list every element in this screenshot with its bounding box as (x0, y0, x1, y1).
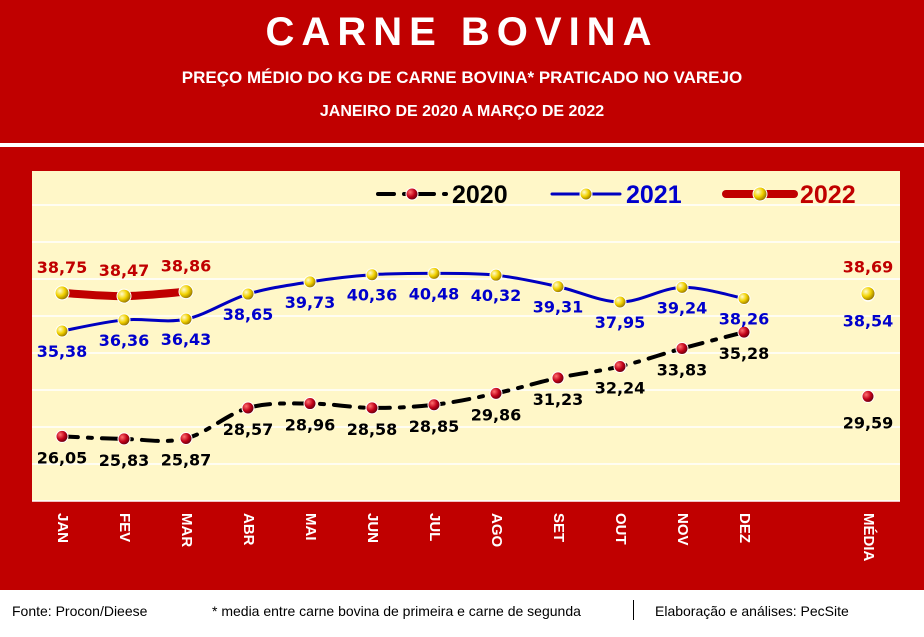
data-label-2020: 28,96 (285, 416, 336, 435)
footer-separator (633, 600, 634, 620)
data-point-2020 (56, 430, 68, 442)
data-label-2020: 33,83 (657, 361, 708, 380)
data-label-2020: 28,85 (409, 417, 460, 436)
data-point-2021 (180, 313, 192, 325)
data-point-2021 (490, 269, 502, 281)
x-tick-label: MAR (178, 513, 195, 547)
chart-frame: 26,05 25,83 25,87 28,57 28,96 28,58 28,85 29,86… (0, 147, 924, 590)
data-point-2020 (614, 360, 626, 372)
data-point-2021 (428, 267, 440, 279)
data-point-2021 (738, 292, 750, 304)
x-tick-label: JUN (364, 513, 381, 543)
data-label-2021: 38,26 (719, 309, 770, 328)
x-tick-label: SET (550, 513, 567, 542)
legend-marker-2022 (753, 187, 767, 201)
data-point-2021 (56, 325, 68, 337)
data-label-2022: 38,86 (161, 257, 212, 276)
chart-title: CARNE BOVINA (0, 10, 924, 55)
data-label-2021: 36,36 (99, 331, 150, 350)
x-tick-label: DEZ (736, 513, 753, 543)
data-label-2020: 25,83 (99, 451, 150, 470)
average-point-2022 (861, 287, 875, 301)
data-point-2021 (118, 314, 130, 326)
data-label-2021: 35,38 (37, 342, 88, 361)
data-label-2021: 39,73 (285, 293, 336, 312)
average-label-2021: 38,54 (843, 311, 894, 330)
chart-subtitle: PREÇO MÉDIO DO KG DE CARNE BOVINA* PRATI… (0, 68, 924, 88)
data-label-2020: 25,87 (161, 450, 212, 469)
data-label-2020: 32,24 (595, 378, 646, 397)
data-label-2021: 39,31 (533, 298, 584, 317)
data-point-2022 (179, 285, 193, 299)
legend-marker-2021 (580, 188, 592, 200)
data-label-2021: 39,24 (657, 298, 708, 317)
data-point-2021 (676, 281, 688, 293)
header-banner: CARNE BOVINA PREÇO MÉDIO DO KG DE CARNE … (0, 0, 924, 143)
data-point-2020 (552, 372, 564, 384)
footnote: * media entre carne bovina de primeira e… (212, 603, 581, 619)
data-point-2021 (552, 281, 564, 293)
legend-label-2021: 2021 (626, 181, 682, 209)
x-tick-label: FEV (116, 513, 133, 542)
data-label-2021: 40,32 (471, 286, 522, 305)
data-label-2021: 37,95 (595, 313, 646, 332)
data-point-2022 (117, 289, 131, 303)
data-point-2020 (304, 398, 316, 410)
data-point-2020 (118, 433, 130, 445)
data-label-2020: 31,23 (533, 390, 584, 409)
data-point-2021 (366, 269, 378, 281)
source-note: Fonte: Procon/Dieese (12, 603, 147, 619)
data-point-2022 (55, 286, 69, 300)
data-point-2021 (614, 296, 626, 308)
x-axis: JAN FEV MAR ABR MAI JUN JUL AGO SET OUT NOV DEZ MÉDI… (54, 513, 877, 562)
data-point-2021 (304, 276, 316, 288)
legend-marker-2020 (406, 188, 418, 200)
data-label-2020: 29,86 (471, 405, 522, 424)
average-label-2022: 38,69 (843, 258, 894, 277)
x-tick-label: JUL (426, 513, 443, 541)
legend-label-2022: 2022 (800, 181, 856, 209)
x-tick-label: MÉDIA (860, 513, 877, 562)
data-point-2020 (242, 402, 254, 414)
data-label-2020: 35,28 (719, 344, 770, 363)
footer: Fonte: Procon/Dieese * media entre carne… (0, 596, 924, 626)
chart-period: JANEIRO DE 2020 A MARÇO DE 2022 (0, 103, 924, 121)
data-label-2020: 28,57 (223, 420, 274, 439)
data-point-2020 (428, 399, 440, 411)
x-tick-label: ABR (240, 513, 257, 546)
average-point-2020 (862, 390, 874, 402)
data-point-2020 (180, 432, 192, 444)
data-label-2020: 26,05 (37, 448, 88, 467)
data-point-2020 (490, 387, 502, 399)
legend-label-2020: 2020 (452, 181, 508, 209)
credit-note: Elaboração e análises: PecSite (655, 603, 849, 619)
data-label-2021: 36,43 (161, 330, 212, 349)
data-point-2021 (242, 288, 254, 300)
x-tick-label: MAI (302, 513, 319, 541)
data-label-2022: 38,75 (37, 258, 88, 277)
data-point-2020 (676, 343, 688, 355)
data-label-2020: 28,58 (347, 420, 398, 439)
x-tick-label: AGO (488, 513, 505, 548)
line-chart: 26,05 25,83 25,87 28,57 28,96 28,58 28,85 29,86… (0, 147, 924, 590)
data-label-2021: 40,36 (347, 286, 398, 305)
data-label-2022: 38,47 (99, 261, 150, 280)
data-label-2021: 40,48 (409, 284, 460, 303)
x-tick-label: OUT (612, 513, 629, 545)
data-point-2020 (366, 402, 378, 414)
data-label-2021: 38,65 (223, 305, 274, 324)
average-label-2020: 29,59 (843, 413, 894, 432)
x-tick-label: JAN (54, 513, 71, 543)
x-tick-label: NOV (674, 513, 691, 546)
